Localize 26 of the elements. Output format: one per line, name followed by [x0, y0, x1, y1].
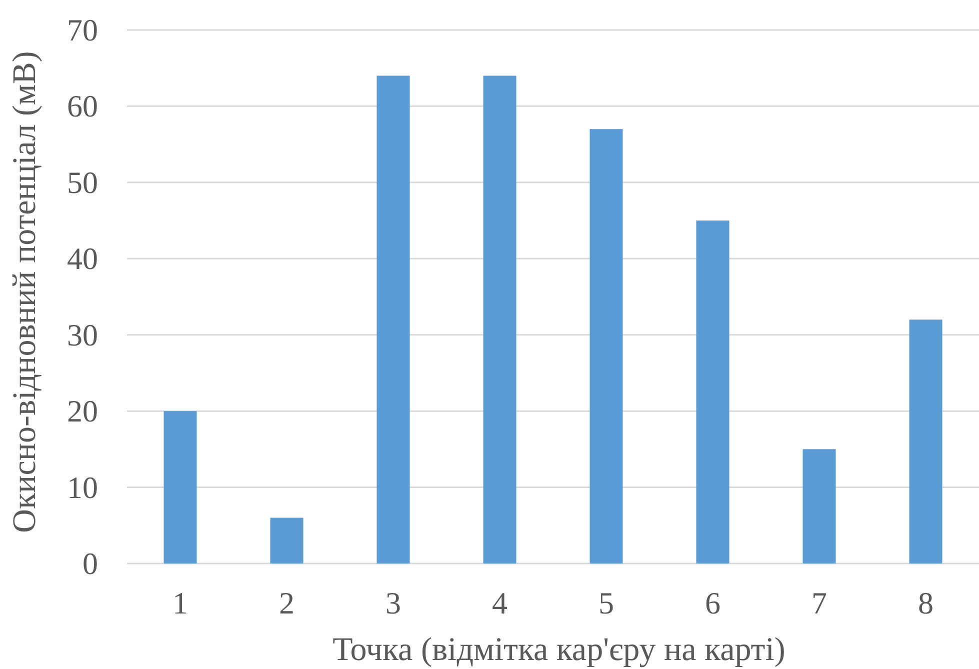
y-tick-label: 10 [67, 470, 98, 505]
x-tick-label: 1 [172, 586, 188, 620]
y-tick-label: 50 [67, 164, 98, 200]
bar [483, 76, 516, 564]
x-tick-label: 8 [918, 586, 934, 620]
y-tick-label: 0 [82, 546, 98, 581]
bar [909, 320, 942, 564]
x-axis-title: Точка (відмітка кар'єру на карті) [332, 632, 786, 668]
y-tick-label: 40 [67, 241, 98, 276]
bar [376, 76, 410, 564]
x-tick-label: 6 [705, 586, 720, 620]
bar [802, 449, 836, 564]
y-axis-title: Окисно-відновний потенціал (мВ) [7, 51, 43, 533]
bar [590, 129, 623, 564]
bar [696, 220, 730, 564]
bar [164, 411, 197, 564]
y-tick-label: 70 [67, 12, 98, 48]
x-tick-label: 5 [598, 586, 614, 620]
x-tick-label: 4 [492, 586, 508, 620]
x-tick-label: 7 [812, 586, 827, 620]
x-tick-label: 2 [279, 586, 294, 620]
y-tick-label: 30 [67, 317, 98, 352]
y-tick-label: 20 [67, 394, 98, 429]
bar [270, 518, 304, 564]
x-tick-label: 3 [386, 586, 401, 620]
y-tick-label: 60 [67, 88, 98, 124]
